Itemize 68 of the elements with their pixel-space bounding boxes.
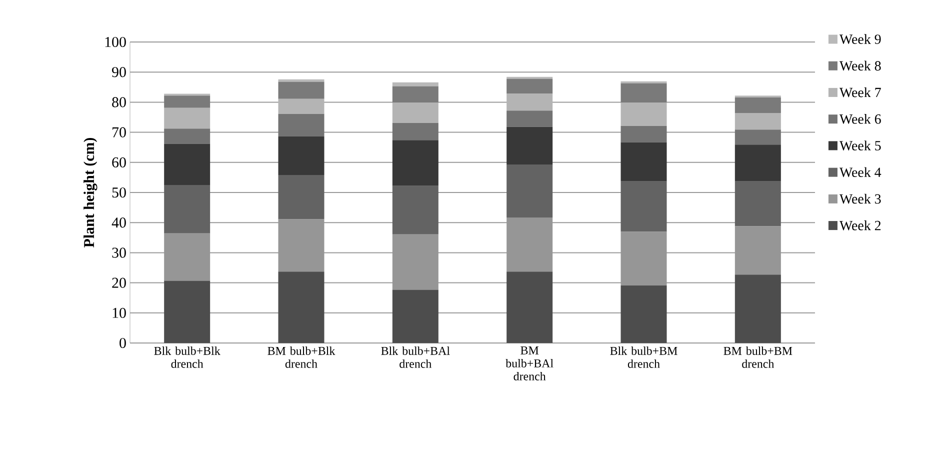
bar (734, 97, 781, 114)
bar (620, 142, 667, 182)
bar (620, 126, 667, 142)
y-tick-label: 90 (112, 67, 126, 78)
bar (506, 94, 553, 111)
x-tick-label: Blk bulb+Blk drench (154, 346, 220, 368)
bar (278, 175, 324, 220)
bar (164, 128, 210, 144)
x-tick-label: Blk bulb+BAl drench (381, 346, 450, 368)
legend-label: Week 7 (839, 87, 881, 98)
bar (734, 130, 781, 145)
legend-label: Week 6 (839, 114, 881, 124)
legend-label: Week 3 (839, 194, 881, 204)
y-axis-title: Plant height (cm) (84, 138, 98, 248)
x-tick-label: BM bulb+Blk drench (268, 346, 336, 368)
bar (164, 233, 210, 281)
bar (278, 272, 324, 343)
bar (620, 232, 667, 286)
bar (278, 114, 324, 137)
bar (734, 144, 781, 182)
y-tick-label: 20 (112, 278, 126, 288)
bar (506, 78, 553, 94)
bar (164, 96, 210, 108)
y-tick-label: 50 (112, 187, 126, 198)
legend-label: Week 5 (839, 140, 881, 150)
y-tick-label: 60 (112, 157, 126, 168)
x-tick-label: Blk bulb+BM drench (610, 346, 678, 368)
x-tick-label: BM bulb+BAl drench (506, 346, 554, 380)
y-tick-label: 10 (112, 308, 126, 318)
bar (164, 184, 210, 234)
y-tick-label: 30 (112, 248, 126, 258)
bar (164, 108, 210, 129)
y-tick-label: 80 (112, 97, 126, 108)
bar (734, 274, 781, 343)
y-tick-label: 0 (120, 338, 126, 348)
bar (278, 82, 324, 99)
bar (392, 234, 438, 290)
bar (620, 181, 667, 232)
bar (164, 280, 210, 343)
bar (392, 290, 438, 343)
legend-label: Week 2 (839, 220, 881, 230)
bar (392, 102, 438, 123)
x-tick-label: BM bulb+BM drench (724, 346, 792, 368)
legend-label: Week 9 (839, 34, 881, 44)
legend-label: Week 8 (839, 60, 881, 71)
bar (392, 86, 438, 102)
bar (506, 272, 553, 343)
bar (620, 102, 667, 126)
bar (392, 140, 438, 186)
bar (506, 217, 553, 272)
y-tick-label: 100 (105, 36, 126, 48)
bar (506, 126, 553, 165)
bar (164, 144, 210, 185)
bar (506, 110, 553, 127)
bar (734, 181, 781, 226)
bar (392, 122, 438, 140)
y-tick-label: 70 (112, 127, 126, 138)
bar (734, 226, 781, 275)
bar (734, 113, 781, 130)
bar (392, 186, 438, 234)
bar (620, 286, 667, 343)
legend-label: Week 4 (839, 167, 882, 178)
bar (278, 136, 324, 176)
bar (278, 98, 324, 114)
y-tick-label: 40 (112, 218, 126, 228)
bar (620, 83, 667, 102)
bar (278, 219, 324, 272)
bar (506, 164, 553, 218)
